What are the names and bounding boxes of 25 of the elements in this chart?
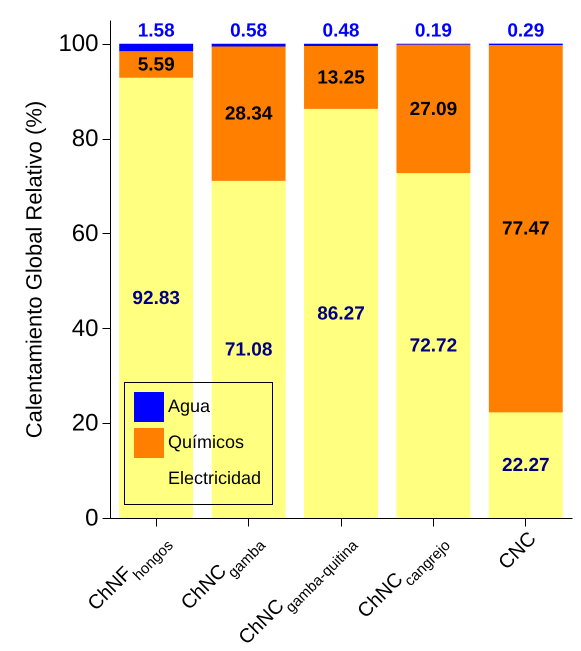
y-tick-label: 100 bbox=[58, 30, 98, 58]
y-tick-label: 60 bbox=[72, 220, 98, 247]
series-label: Electricidad bbox=[168, 468, 262, 488]
legend-label: Químicos bbox=[168, 432, 244, 452]
data-label: 72.72 bbox=[410, 336, 458, 357]
y-tick-label: 40 bbox=[72, 314, 98, 342]
data-label: 71.08 bbox=[224, 339, 272, 360]
y-tick-label: 0 bbox=[85, 504, 98, 532]
data-label: 0.58 bbox=[230, 20, 268, 42]
y-axis-title: Calentamiento Global Relativo (%) bbox=[21, 100, 46, 438]
data-label: 92.83 bbox=[132, 288, 180, 309]
y-tick-label: 20 bbox=[72, 410, 98, 437]
legend-label: Agua bbox=[168, 396, 212, 416]
data-label: 28.34 bbox=[224, 104, 273, 125]
data-label: 0.48 bbox=[322, 20, 360, 42]
data-label: 5.59 bbox=[138, 54, 175, 76]
data-label: 13.25 bbox=[317, 67, 366, 88]
data-label: 86.27 bbox=[317, 303, 365, 324]
data-label: 0.29 bbox=[507, 20, 544, 42]
data-label: 1.58 bbox=[138, 20, 175, 42]
data-label: 77.47 bbox=[502, 218, 550, 240]
data-label: 27.09 bbox=[410, 98, 458, 120]
data-label: 22.27 bbox=[502, 455, 550, 476]
y-tick-label: 80 bbox=[72, 125, 98, 152]
data-label: 0.19 bbox=[414, 20, 452, 42]
